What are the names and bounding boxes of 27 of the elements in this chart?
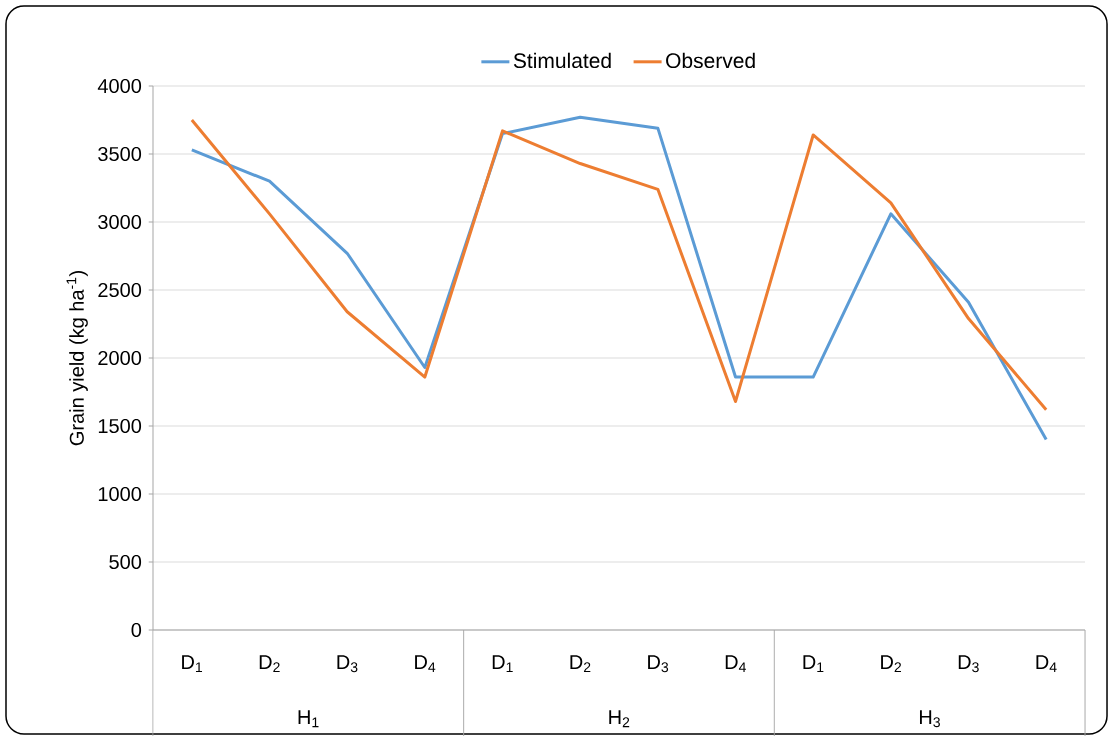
- x-tick-label: D$_{4}$: [725, 655, 746, 672]
- y-tick-label: 3000: [98, 214, 142, 230]
- y-tick-label: 2500: [98, 282, 142, 298]
- y-tick-label: 500: [109, 554, 142, 570]
- x-tick-label: D$_{1}$: [803, 655, 824, 672]
- text: H$_{2}$: [609, 710, 630, 728]
- x-tick-label: D$_{3}$: [958, 655, 979, 673]
- x-tick-label: D$_{1}$: [182, 655, 203, 672]
- y-tick-label: 3500: [98, 146, 142, 162]
- x-tick-label: D$_{3}$: [648, 655, 669, 673]
- x-tick-label: D$_{3}$: [337, 655, 358, 673]
- y-tick-label: 1500: [98, 418, 142, 434]
- y-tick-label: 2000: [98, 350, 142, 366]
- y-tick-label: 1000: [98, 486, 142, 502]
- x-tick-label: D$_{2}$: [570, 655, 591, 672]
- x-tick-label: D$_{4}$: [415, 655, 436, 672]
- x-tick-label: D$_{4}$: [1036, 655, 1057, 672]
- text: H$_{3}$: [919, 710, 940, 728]
- y-tick-label: 0: [131, 622, 142, 638]
- x-tick-label: D$_{2}$: [259, 655, 280, 672]
- text: H$_{1}$: [298, 710, 319, 728]
- y-axis-title: Grain yield (kg ha$^{-1}$): [66, 271, 88, 446]
- legend-label: Stimulated: [513, 52, 611, 69]
- x-tick-label: D$_{1}$: [492, 655, 513, 672]
- legend-label: Observed: [666, 52, 755, 69]
- y-tick-label: 4000: [97, 78, 142, 94]
- x-tick-label: D$_{2}$: [881, 655, 902, 672]
